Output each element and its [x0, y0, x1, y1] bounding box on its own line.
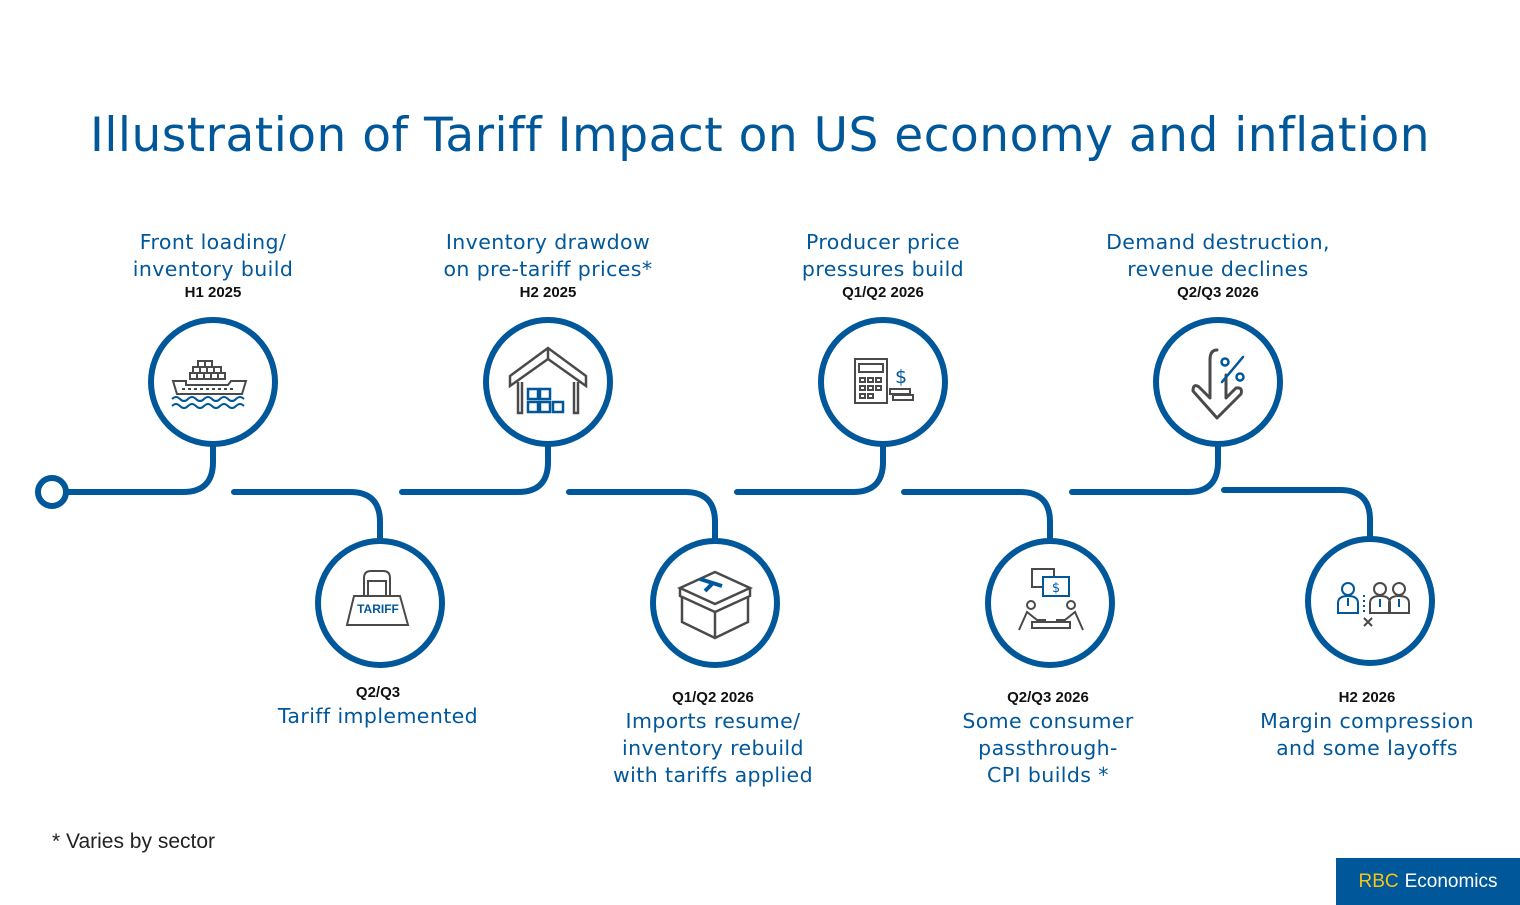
stage-label-tariff-implemented: Q2/Q3 Tariff implemented — [213, 683, 543, 730]
tariff-icon-text: TARIFF — [357, 602, 399, 616]
calculator-dollar-icon: $ — [854, 358, 914, 404]
stage-date: Q1/Q2 2026 — [672, 689, 754, 706]
stage-heading: inventory rebuild — [622, 736, 804, 760]
stage-circle — [650, 538, 780, 668]
footnote: * Varies by sector — [52, 830, 216, 853]
connector — [734, 441, 886, 495]
tariff-box-icon — [676, 570, 754, 640]
stage-circle — [315, 538, 445, 668]
stage-date: Q2/Q3 2026 — [1007, 689, 1089, 706]
stage-label-producer-price: Producer price pressures build Q1/Q2 202… — [718, 229, 1048, 303]
stage-heading: Some consumer — [962, 709, 1134, 733]
stage-label-front-loading: Front loading/ inventory build H1 2025 — [48, 229, 378, 303]
stage-heading: Front loading/ — [139, 230, 287, 254]
stage-heading: passthrough- — [978, 736, 1118, 760]
stage-label-consumer-passthrough: Q2/Q3 2026 Some consumer passthrough- CP… — [883, 688, 1213, 789]
svg-text:$: $ — [895, 366, 907, 388]
stage-circle — [985, 538, 1115, 668]
stage-date: H2 2026 — [1338, 689, 1396, 706]
consumers-dollar-icon: $ — [1018, 568, 1084, 631]
tariff-weight-icon: TARIFF — [345, 570, 410, 626]
connector — [901, 489, 1053, 544]
stage-date: Q2/Q3 2026 — [1177, 284, 1259, 301]
connector — [1069, 441, 1221, 495]
connector — [1221, 487, 1373, 542]
logo-name: Economics — [1404, 870, 1498, 892]
stage-circle — [1153, 317, 1283, 447]
stage-date: H2 2025 — [519, 284, 577, 301]
stage-heading: on pre-tariff prices* — [443, 257, 653, 281]
stage-heading: Demand destruction, — [1106, 230, 1330, 254]
stage-heading: Margin compression — [1260, 709, 1474, 733]
connector — [63, 441, 216, 495]
svg-text:$: $ — [1052, 581, 1060, 596]
stage-label-margin-compression: H2 2026 Margin compression and some layo… — [1202, 688, 1520, 762]
connector — [399, 441, 551, 495]
timeline-start-marker — [35, 475, 69, 509]
stage-date: H1 2025 — [184, 284, 242, 301]
stage-date: Q2/Q3 — [355, 684, 401, 701]
stage-label-inventory-drawdown: Inventory drawdow on pre-tariff prices* … — [383, 229, 713, 303]
stage-heading: revenue declines — [1127, 257, 1309, 281]
stage-heading: inventory build — [132, 257, 294, 281]
connector — [231, 489, 383, 544]
stage-circle — [818, 317, 948, 447]
rbc-economics-logo: RBC Economics — [1336, 858, 1520, 905]
stage-date: Q1/Q2 2026 — [842, 284, 924, 301]
stage-heading: and some layoffs — [1276, 736, 1458, 760]
connector — [566, 489, 718, 544]
stage-heading: CPI builds * — [987, 763, 1109, 787]
cargo-ship-icon — [171, 360, 248, 409]
stage-heading: Inventory drawdow — [445, 230, 651, 254]
stage-heading: Imports resume/ — [625, 709, 801, 733]
stage-label-demand-destruction: Demand destruction, revenue declines Q2/… — [1053, 229, 1383, 303]
warehouse-icon — [508, 346, 588, 415]
stage-circle — [483, 317, 613, 447]
layoffs-icon — [1337, 582, 1410, 627]
logo-brand: RBC — [1358, 870, 1399, 892]
stage-circle — [1305, 536, 1435, 666]
stage-heading: with tariffs applied — [613, 763, 813, 787]
stage-heading: Tariff implemented — [277, 704, 479, 728]
stage-heading: pressures build — [801, 257, 965, 281]
percent-down-arrow-icon — [1191, 348, 1245, 420]
stage-circle — [148, 317, 278, 447]
stage-heading: Producer price — [806, 230, 960, 254]
stage-label-imports-resume: Q1/Q2 2026 Imports resume/ inventory reb… — [548, 688, 878, 789]
page-title: Illustration of Tariff Impact on US econ… — [89, 108, 1431, 163]
